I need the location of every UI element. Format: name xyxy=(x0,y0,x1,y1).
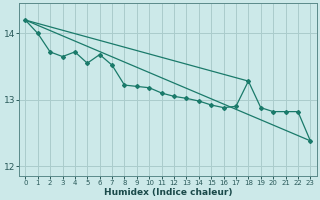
X-axis label: Humidex (Indice chaleur): Humidex (Indice chaleur) xyxy=(104,188,232,197)
